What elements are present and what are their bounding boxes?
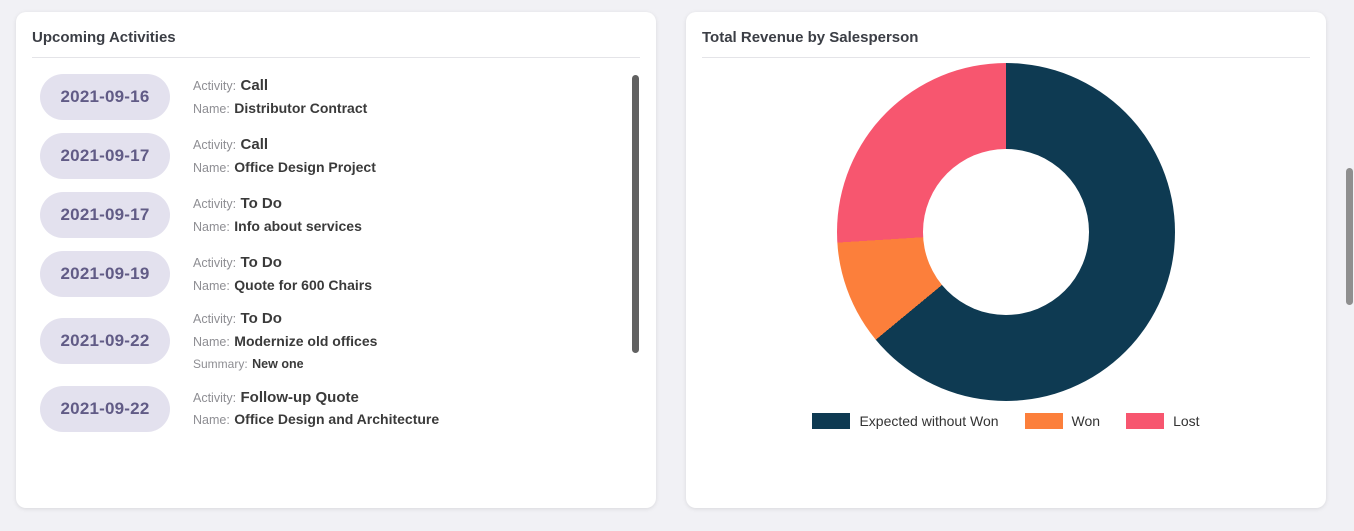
activity-label: Activity:: [193, 390, 237, 405]
activity-date-badge: 2021-09-17: [40, 133, 170, 179]
list-scrollbar-thumb[interactable]: [632, 75, 639, 353]
card-title: Upcoming Activities: [32, 29, 176, 46]
activity-type: Call: [240, 135, 269, 153]
activity-summary: New one: [252, 357, 304, 372]
activity-row: 2021-09-22 Activity: Follow-up Quote Nam…: [40, 385, 626, 432]
activity-row: 2021-09-16 Activity: Call Name: Distribu…: [40, 74, 626, 120]
activity-row: 2021-09-22 Activity: To Do Name: Moderni…: [40, 310, 626, 373]
upcoming-activities-card: Upcoming Activities 2021-09-16 Activity:…: [16, 12, 656, 508]
name-label: Name:: [193, 334, 230, 349]
legend-label: Won: [1071, 413, 1101, 429]
divider: [32, 57, 640, 58]
page-scrollbar-thumb[interactable]: [1346, 168, 1353, 305]
activity-row: 2021-09-17 Activity: To Do Name: Info ab…: [40, 192, 626, 238]
legend-swatch: [1024, 413, 1063, 429]
activity-label: Activity:: [193, 312, 237, 326]
name-line: Name: Distributor Contract: [193, 100, 367, 118]
activity-details: Activity: To Do Name: Quote for 600 Chai…: [193, 254, 372, 294]
activity-label: Activity:: [193, 255, 237, 270]
activity-name: Office Design and Architecture: [234, 411, 440, 428]
activity-name: Modernize old offices: [234, 332, 378, 349]
summary-line: Summary: New one: [193, 355, 377, 373]
name-label: Name:: [193, 160, 230, 175]
name-label: Name:: [193, 413, 230, 428]
activities-list: 2021-09-16 Activity: Call Name: Distribu…: [16, 58, 656, 486]
activity-details: Activity: To Do Name: Modernize old offi…: [193, 310, 377, 373]
legend-item-lost[interactable]: Lost: [1126, 413, 1200, 429]
activity-name: Quote for 600 Chairs: [234, 276, 372, 293]
legend-label: Lost: [1173, 413, 1200, 429]
activity-name: Distributor Contract: [234, 99, 368, 116]
name-label: Name:: [193, 101, 230, 116]
summary-label: Summary:: [193, 357, 248, 372]
activity-type: To Do: [240, 253, 282, 271]
activity-label: Activity:: [193, 137, 237, 152]
donut-chart[interactable]: [837, 63, 1175, 401]
legend-swatch: [1126, 413, 1165, 429]
activity-line: Activity: To Do: [193, 254, 372, 272]
activity-row: 2021-09-17 Activity: Call Name: Office D…: [40, 133, 626, 179]
activity-date-badge: 2021-09-16: [40, 74, 170, 120]
name-label: Name:: [193, 219, 230, 234]
chart-area: Expected without Won Won Lost: [686, 58, 1326, 429]
activity-details: Activity: Call Name: Office Design Proje…: [193, 136, 376, 176]
activity-details: Activity: Call Name: Distributor Contrac…: [193, 77, 367, 117]
activity-label: Activity:: [193, 78, 237, 93]
legend-label: Expected without Won: [859, 413, 999, 429]
name-label: Name:: [193, 278, 230, 293]
card-title: Total Revenue by Salesperson: [702, 29, 919, 46]
activity-type: To Do: [240, 194, 282, 212]
activity-type: To Do: [240, 310, 282, 327]
name-line: Name: Quote for 600 Chairs: [193, 277, 372, 295]
activity-details: Activity: To Do Name: Info about service…: [193, 195, 362, 235]
activity-type: Call: [240, 76, 269, 94]
activity-line: Activity: Call: [193, 136, 376, 154]
revenue-chart-card: Total Revenue by Salesperson Expected wi…: [686, 12, 1326, 508]
activity-name: Info about services: [234, 217, 362, 234]
activity-line: Activity: Follow-up Quote: [193, 389, 439, 407]
activity-details: Activity: Follow-up Quote Name: Office D…: [193, 389, 439, 429]
legend-item-expected[interactable]: Expected without Won: [812, 413, 999, 429]
name-line: Name: Info about services: [193, 218, 362, 236]
activity-row: 2021-09-19 Activity: To Do Name: Quote f…: [40, 251, 626, 297]
activity-date-badge: 2021-09-22: [40, 385, 170, 432]
chart-legend: Expected without Won Won Lost: [812, 413, 1200, 429]
activity-date-badge: 2021-09-19: [40, 251, 170, 297]
divider: [702, 57, 1310, 58]
activity-line: Activity: Call: [193, 77, 367, 95]
legend-swatch: [812, 413, 851, 429]
name-line: Name: Office Design and Architecture: [193, 411, 439, 429]
activity-name: Office Design Project: [234, 158, 376, 175]
activity-type: Follow-up Quote: [240, 388, 359, 406]
name-line: Name: Office Design Project: [193, 159, 376, 177]
activity-label: Activity:: [193, 196, 237, 211]
activity-date-badge: 2021-09-17: [40, 192, 170, 238]
activity-line: Activity: To Do: [193, 310, 377, 328]
activity-line: Activity: To Do: [193, 195, 362, 213]
activity-date-badge: 2021-09-22: [40, 318, 170, 365]
legend-item-won[interactable]: Won: [1024, 413, 1101, 429]
name-line: Name: Modernize old offices: [193, 333, 377, 351]
